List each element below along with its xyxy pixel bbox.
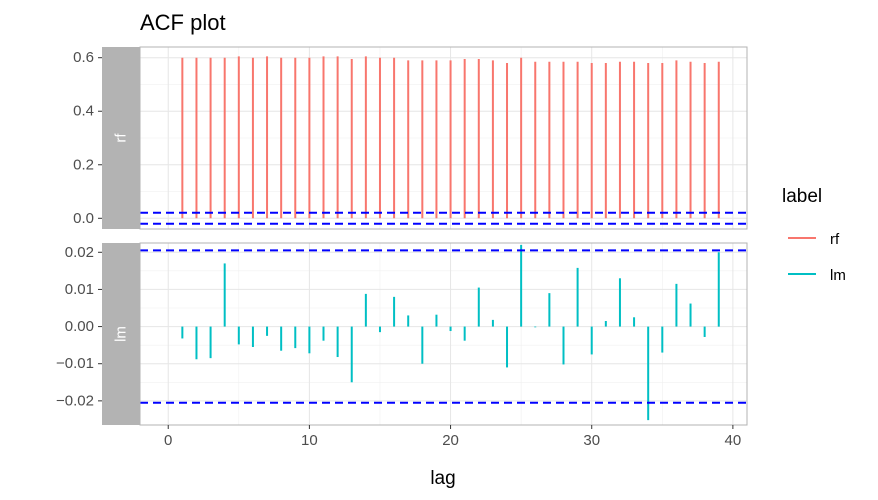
y-tick-label-lm: −0.02 <box>56 392 94 409</box>
y-tick-label-rf: 0.6 <box>73 49 94 66</box>
x-tick-label: 30 <box>583 432 600 449</box>
y-tick-label-rf: 0.4 <box>73 103 94 120</box>
x-tick-label: 20 <box>442 432 459 449</box>
panel-border <box>139 242 748 426</box>
facet-panel-rf: rf 0.0 0.2 0.4 0.6 <box>73 46 748 230</box>
x-axis: 0 10 20 30 40 <box>164 425 741 449</box>
x-axis-title: lag <box>430 468 455 489</box>
y-tick-label-rf: 0.2 <box>73 156 94 173</box>
facet-panel-lm: lm 0.02 0.01 0.00 −0.01 −0.02 <box>56 242 748 426</box>
legend: label rf lm <box>782 186 846 284</box>
facet-strip-label-rf: rf <box>113 133 130 143</box>
y-tick-label-rf: 0.0 <box>73 210 94 227</box>
y-tick-label-lm: −0.01 <box>56 355 94 372</box>
chart-title: ACF plot <box>140 10 226 35</box>
facet-strip-label-lm: lm <box>113 326 130 342</box>
x-tick-label: 40 <box>725 432 742 449</box>
y-tick-label-lm: 0.00 <box>65 318 94 335</box>
x-tick-label: 10 <box>301 432 318 449</box>
y-tick-label-lm: 0.02 <box>65 244 94 261</box>
y-tick-label-lm: 0.01 <box>65 281 94 298</box>
legend-label-lm: lm <box>830 267 846 284</box>
legend-title: label <box>782 186 822 207</box>
x-tick-label: 0 <box>164 432 172 449</box>
facet-strip-lm <box>102 243 140 425</box>
legend-label-rf: rf <box>830 231 840 248</box>
facet-strip-rf <box>102 47 140 229</box>
